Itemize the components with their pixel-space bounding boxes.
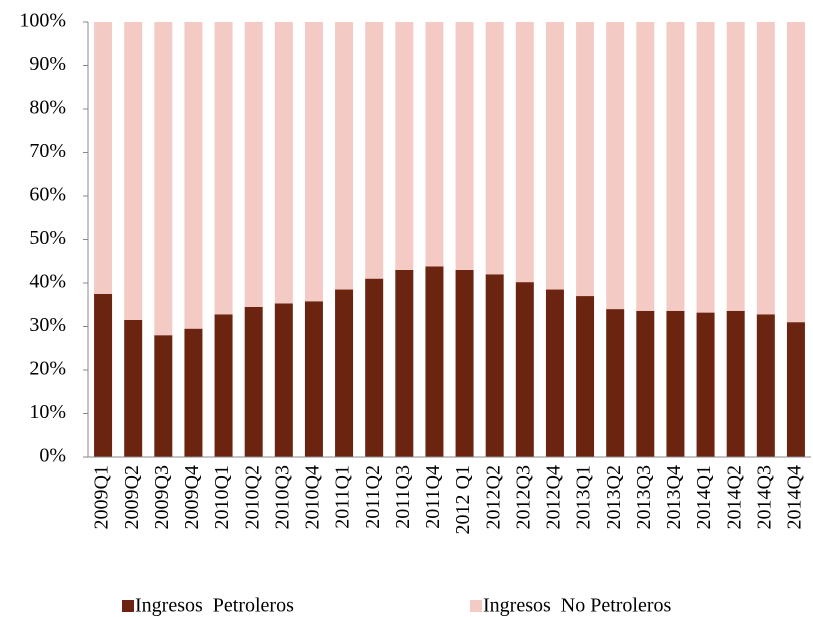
bar-segment bbox=[124, 22, 143, 320]
bar-segment bbox=[274, 303, 293, 457]
y-tick-label: 50% bbox=[29, 227, 66, 249]
bar-segment bbox=[335, 22, 354, 290]
x-tick-label: 2011Q1 bbox=[332, 465, 354, 529]
bar-segment bbox=[184, 328, 203, 457]
bar-segment bbox=[726, 22, 745, 311]
y-tick-label: 60% bbox=[29, 184, 66, 206]
bar-segment bbox=[304, 22, 323, 302]
y-tick-label: 80% bbox=[29, 97, 66, 119]
bar-segment bbox=[154, 335, 173, 457]
y-tick-label: 100% bbox=[19, 10, 66, 32]
bar-segment bbox=[606, 22, 625, 310]
x-tick-label: 2011Q4 bbox=[422, 465, 444, 529]
bar-segment bbox=[425, 266, 444, 457]
x-tick-label: 2010Q2 bbox=[241, 465, 263, 529]
bar-segment bbox=[666, 22, 685, 311]
y-tick-label: 70% bbox=[29, 140, 66, 162]
x-tick-label: 2010Q3 bbox=[271, 465, 293, 529]
x-tick-label: 2011Q3 bbox=[392, 465, 414, 529]
bar-segment bbox=[786, 22, 805, 323]
bar-segment bbox=[756, 22, 775, 315]
bar-segment bbox=[94, 22, 113, 294]
bar-segment bbox=[606, 309, 625, 457]
x-tick-label: 2009Q1 bbox=[91, 465, 113, 529]
x-tick-label: 2013Q2 bbox=[603, 465, 625, 529]
bar-segment bbox=[455, 22, 474, 270]
bar-segment bbox=[244, 22, 263, 307]
bar-segment bbox=[576, 296, 595, 457]
x-tick-label: 2010Q1 bbox=[211, 465, 233, 529]
x-tick-label: 2013Q3 bbox=[633, 465, 655, 529]
bar-segment bbox=[365, 22, 384, 279]
bar-segment bbox=[636, 22, 655, 311]
bar-segment bbox=[335, 289, 354, 457]
legend-swatch bbox=[122, 600, 134, 612]
bar-segment bbox=[696, 312, 715, 457]
x-tick-label: 2009Q2 bbox=[121, 465, 143, 529]
bar-segment bbox=[395, 269, 414, 457]
legend-label: Ingresos Petroleros bbox=[135, 595, 294, 617]
legend-swatch bbox=[470, 600, 482, 612]
bar-segment bbox=[425, 22, 444, 267]
x-tick-label: 2014Q2 bbox=[723, 465, 745, 529]
bar-segment bbox=[184, 22, 203, 329]
x-tick-label: 2010Q4 bbox=[302, 465, 324, 529]
bar-segment bbox=[304, 301, 323, 457]
bar-segment bbox=[214, 314, 233, 457]
x-tick-label: 2011Q2 bbox=[362, 465, 384, 529]
bar-segment bbox=[696, 22, 715, 313]
x-tick-label: 2014Q1 bbox=[693, 465, 715, 529]
bar-segment bbox=[545, 289, 564, 457]
x-tick-label: 2012Q3 bbox=[512, 465, 534, 529]
y-tick-label: 30% bbox=[29, 314, 66, 336]
bar-segment bbox=[94, 293, 113, 457]
bar-segment bbox=[786, 322, 805, 457]
x-tick-label: 2014Q3 bbox=[753, 465, 775, 529]
x-tick-label: 2013Q4 bbox=[663, 465, 685, 529]
x-tick-label: 2013Q1 bbox=[573, 465, 595, 529]
y-tick-label: 90% bbox=[29, 53, 66, 75]
bar-segment bbox=[515, 282, 534, 457]
bar-segment bbox=[365, 278, 384, 457]
bar-segment bbox=[244, 306, 263, 457]
bar-segment bbox=[666, 310, 685, 457]
bar-segment bbox=[515, 22, 534, 283]
bar-segment bbox=[636, 310, 655, 457]
bar-segment bbox=[756, 314, 775, 457]
y-tick-label: 10% bbox=[29, 401, 66, 423]
x-tick-label: 2014Q4 bbox=[784, 465, 806, 529]
bar-segment bbox=[124, 319, 143, 457]
legend-label: Ingresos No Petroleros bbox=[483, 595, 672, 617]
bar-segment bbox=[154, 22, 173, 336]
x-tick-label: 2012 Q1 bbox=[452, 465, 474, 534]
y-tick-label: 40% bbox=[29, 271, 66, 293]
bar-segment bbox=[485, 274, 504, 457]
bar-segment bbox=[455, 269, 474, 457]
bar-segment bbox=[214, 22, 233, 315]
x-tick-label: 2012Q2 bbox=[482, 465, 504, 529]
bar-segment bbox=[726, 310, 745, 457]
bar-segment bbox=[395, 22, 414, 270]
x-tick-label: 2012Q4 bbox=[543, 465, 565, 529]
bar-segment bbox=[576, 22, 595, 297]
x-tick-label: 2009Q4 bbox=[181, 465, 203, 529]
x-tick-label: 2009Q3 bbox=[151, 465, 173, 529]
bar-segment bbox=[274, 22, 293, 304]
y-tick-label: 20% bbox=[29, 358, 66, 380]
bar-segment bbox=[485, 22, 504, 275]
bar-segment bbox=[545, 22, 564, 290]
y-tick-label: 0% bbox=[39, 445, 66, 467]
